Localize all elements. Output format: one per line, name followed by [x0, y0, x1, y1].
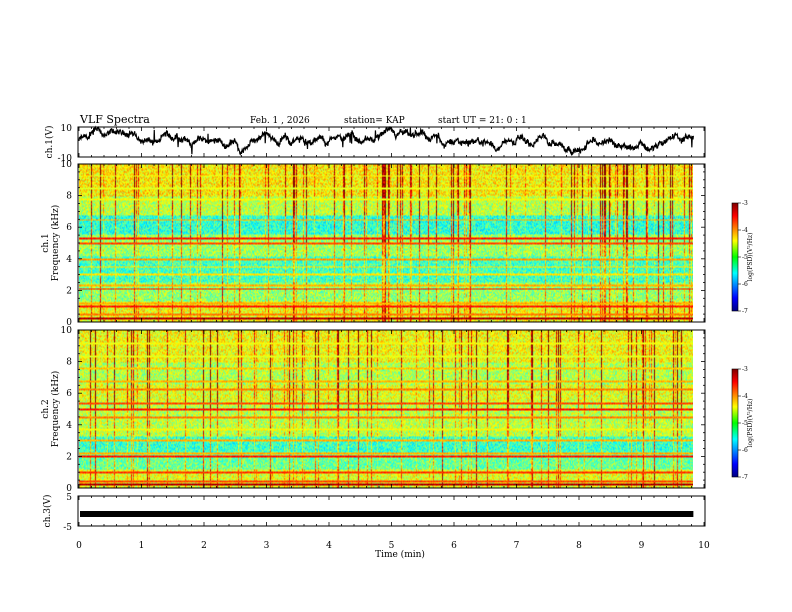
freq-tick-label-4: 4 — [66, 255, 72, 265]
time-tick-label-2: 2 — [201, 541, 207, 551]
ch1-spectrogram-xticks — [78, 164, 705, 322]
ch1-colorbar-ramp — [732, 203, 738, 311]
ch1-spectrogram-image — [79, 164, 693, 322]
cb-tick-label--4: -4 — [742, 393, 748, 400]
freq-tick-label-0: 0 — [66, 484, 72, 494]
cb-tick-label--4: -4 — [742, 227, 748, 234]
ch3-waveform-trace — [80, 511, 694, 517]
time-axis-label: Time (min) — [375, 549, 425, 560]
ch1-waveform-panel: 10 -10 ch.1(V) — [44, 124, 706, 164]
ch2-spectrogram-image — [79, 330, 693, 488]
cb-tick-label--6: -6 — [742, 447, 748, 454]
ch2-spectrogram-yticks: 0 2 4 6 8 10 — [61, 326, 705, 494]
ch3-waveform-panel: 5 -5 ch.3(V) 0 1 2 3 4 5 6 7 8 9 10 Time (min) — [42, 493, 710, 560]
ch2-spectrogram-panel: 0 2 4 6 8 10 ch.2 Frequency (kHz) — [41, 326, 706, 494]
ch1-spectrogram-channel-label: ch.1 — [41, 233, 51, 252]
cb-tick-label--7: -7 — [742, 474, 748, 481]
freq-tick-label-10: 10 — [61, 326, 73, 336]
freq-tick-label-8: 8 — [66, 192, 72, 202]
ch2-colorbar-ticks: -3 -4 -5 -6 -7 — [738, 366, 748, 481]
ch3-ylabel: ch.3(V) — [42, 495, 53, 528]
freq-tick-label-8: 8 — [66, 358, 72, 368]
time-tick-label-9: 9 — [639, 541, 645, 551]
header-date: Feb. 1 , 2026 — [250, 116, 310, 126]
ch1-spectrogram-ylabel: Frequency (kHz) — [50, 205, 61, 282]
ch2-colorbar-label: log(PSD)(V²/Hz) — [747, 399, 754, 448]
ch2-colorbar-ramp — [732, 369, 738, 477]
cb-tick-label--6: -6 — [742, 281, 748, 288]
freq-tick-label-6: 6 — [66, 389, 72, 399]
ch1-ylabel: ch.1(V) — [44, 126, 55, 159]
ch2-spectrogram-ylabel: Frequency (kHz) — [50, 371, 61, 448]
cb-tick-label--5: -5 — [742, 254, 748, 261]
ch3-ytick-top: 5 — [66, 493, 72, 503]
ch1-spectrogram-panel: 0 2 4 6 8 10 ch.1 Frequency (kHz) — [41, 160, 706, 328]
spectrogram-raster-1 — [79, 164, 693, 322]
ch2-colorbar: -3 -4 -5 -6 -7 log(PSD)(V²/Hz) — [731, 366, 754, 481]
ch2-spectrogram-xticks — [78, 330, 705, 488]
freq-tick-label-2: 2 — [66, 286, 72, 296]
ch3-waveform-xticks — [78, 496, 705, 526]
ch1-waveform-trace — [78, 125, 694, 156]
ch1-waveform-xticks — [78, 127, 705, 157]
time-axis-tick-labels: 0 1 2 3 4 5 6 7 8 9 10 — [76, 541, 710, 551]
spectrogram-raster-2 — [79, 330, 693, 488]
time-tick-label-7: 7 — [514, 541, 520, 551]
freq-tick-label-4: 4 — [66, 421, 72, 431]
time-tick-label-10: 10 — [698, 541, 710, 551]
time-tick-label-3: 3 — [264, 541, 270, 551]
header-start-time: start UT = 21: 0 : 1 — [438, 116, 527, 126]
figure-title: VLF Spectra — [79, 113, 150, 126]
time-tick-label-8: 8 — [576, 541, 582, 551]
freq-tick-label-2: 2 — [66, 452, 72, 462]
cb-tick-label--3: -3 — [742, 366, 748, 373]
freq-tick-label-10: 10 — [61, 160, 73, 170]
time-tick-label-6: 6 — [451, 541, 457, 551]
ch1-ytick-bottom: -10 — [58, 154, 73, 164]
time-tick-label-4: 4 — [326, 541, 332, 551]
ch1-spectrogram-yticks: 0 2 4 6 8 10 — [61, 160, 705, 328]
time-tick-label-1: 1 — [139, 541, 145, 551]
ch1-colorbar-label: log(PSD)(V²/Hz) — [747, 233, 754, 282]
ch1-colorbar: -3 -4 -5 -6 -7 log(PSD)(V²/Hz) — [731, 200, 754, 315]
freq-tick-label-0: 0 — [66, 318, 72, 328]
ch3-ytick-bottom: -5 — [63, 523, 72, 533]
header-station: station= KAP — [344, 116, 405, 126]
time-tick-label-5: 5 — [389, 541, 395, 551]
time-tick-label-0: 0 — [76, 541, 82, 551]
ch1-ytick-top: 10 — [61, 124, 73, 134]
cb-tick-label--3: -3 — [742, 200, 748, 207]
ch2-spectrogram-channel-label: ch.2 — [41, 399, 51, 418]
cb-tick-label--5: -5 — [742, 420, 748, 427]
cb-tick-label--7: -7 — [742, 308, 748, 315]
freq-tick-label-6: 6 — [66, 223, 72, 233]
ch1-colorbar-ticks: -3 -4 -5 -6 -7 — [738, 200, 748, 315]
